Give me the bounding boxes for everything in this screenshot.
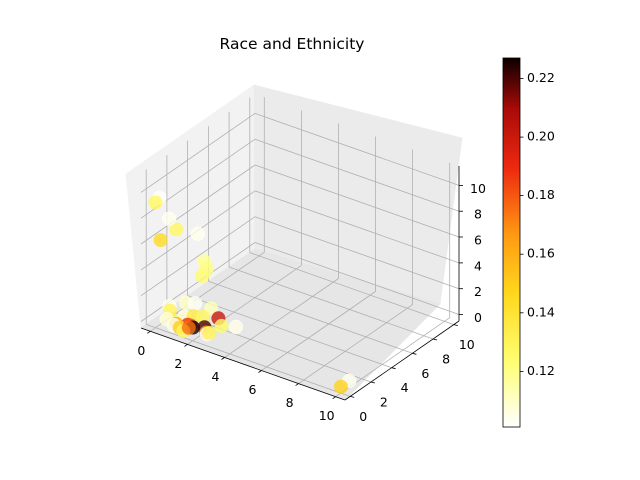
grid-line-z — [254, 216, 460, 290]
grid-line-z — [254, 242, 460, 315]
grid-lines — [140, 97, 460, 398]
grid-line-z — [254, 113, 460, 186]
y-tick-mark — [412, 352, 417, 355]
scatter-point — [199, 261, 214, 276]
grid-line-x — [298, 304, 413, 384]
scatter-point — [181, 320, 196, 335]
x-tick-label: 4 — [212, 369, 220, 384]
z-tick-label: 2 — [474, 284, 482, 299]
y-tick-label: 0 — [359, 409, 367, 424]
x-tick-label: 8 — [286, 395, 294, 410]
x-tick-label: 6 — [249, 382, 257, 397]
colorbar: 0.12 0.14 0.16 0.18 0.20 0.22 — [502, 57, 555, 428]
colorbar-tick-label: 0.14 — [527, 304, 555, 319]
grid-line-z — [140, 164, 256, 245]
x-tick-mark — [184, 344, 188, 347]
y-tick-mark — [391, 367, 396, 370]
y-tick-mark — [350, 396, 355, 398]
z-tick-label: 0 — [474, 310, 482, 325]
colorbar-tick-label: 0.20 — [527, 129, 555, 144]
grid-line-x — [261, 291, 376, 371]
scatter-points — [148, 190, 357, 394]
grid-line-z — [140, 242, 256, 322]
colorbar-gradient — [502, 57, 521, 428]
scatter-point — [187, 296, 203, 311]
z-tick-label: 10 — [470, 181, 486, 196]
x-tick-label: 2 — [174, 356, 182, 371]
z-tick-labels: 0 2 4 6 8 10 — [470, 181, 486, 325]
colorbar-tick-label: 0.18 — [527, 187, 555, 202]
y-tick-label: 4 — [401, 380, 409, 395]
x-tick-mark — [258, 370, 262, 373]
scatter-point — [169, 222, 184, 237]
scatter-point — [148, 195, 163, 210]
y-tick-mark — [433, 338, 438, 341]
y-tick-label: 6 — [421, 366, 429, 381]
z-tick-label: 4 — [474, 258, 482, 273]
axis-lines — [140, 166, 460, 401]
scatter-point — [195, 309, 210, 324]
grid-line-z — [254, 190, 460, 264]
grid-line-y — [187, 295, 392, 369]
scatter-point — [161, 211, 177, 227]
tick-marks — [147, 184, 463, 400]
grid-line-z — [140, 113, 256, 193]
scatter-point — [153, 233, 168, 248]
x-tick-mark — [332, 396, 336, 400]
colorbar-ticks: 0.12 0.14 0.16 0.18 0.20 0.22 — [520, 70, 555, 378]
scatter-point — [202, 325, 217, 340]
grid-line-y — [228, 266, 434, 340]
x-tick-label: 0 — [137, 343, 145, 358]
grid-line-x — [224, 278, 339, 358]
scatter-point — [214, 318, 229, 333]
x-axis-line — [140, 327, 346, 401]
colorbar-tick-label: 0.16 — [527, 246, 555, 261]
grid-line-z — [254, 138, 460, 212]
x-tick-mark — [221, 357, 225, 360]
grid-line-z — [140, 216, 256, 297]
x-tick-labels: 0 2 4 6 8 10 — [137, 343, 334, 423]
x-tick-mark — [147, 330, 151, 334]
z-tick-label: 8 — [474, 207, 482, 222]
colorbar-tick-label: 0.12 — [527, 363, 555, 378]
y-tick-label: 2 — [380, 395, 388, 410]
grid-line-y — [208, 280, 413, 354]
colorbar-tick-label: 0.22 — [527, 70, 555, 85]
x-tick-mark — [295, 383, 299, 386]
y-tick-label: 8 — [442, 352, 450, 367]
y-tick-mark — [370, 381, 375, 384]
y-tick-mark — [453, 324, 458, 326]
scatter-point — [333, 379, 348, 394]
grid-line-y — [249, 252, 454, 325]
y-axis-line — [344, 320, 460, 401]
z-tick-label: 6 — [474, 233, 482, 248]
y-tick-label: 10 — [459, 337, 475, 352]
chart-title: Race and Ethnicity — [220, 35, 365, 53]
scatter-point — [228, 319, 244, 335]
x-tick-label: 10 — [319, 408, 335, 423]
scatter-point — [190, 226, 206, 242]
grid-line-z — [254, 164, 460, 238]
